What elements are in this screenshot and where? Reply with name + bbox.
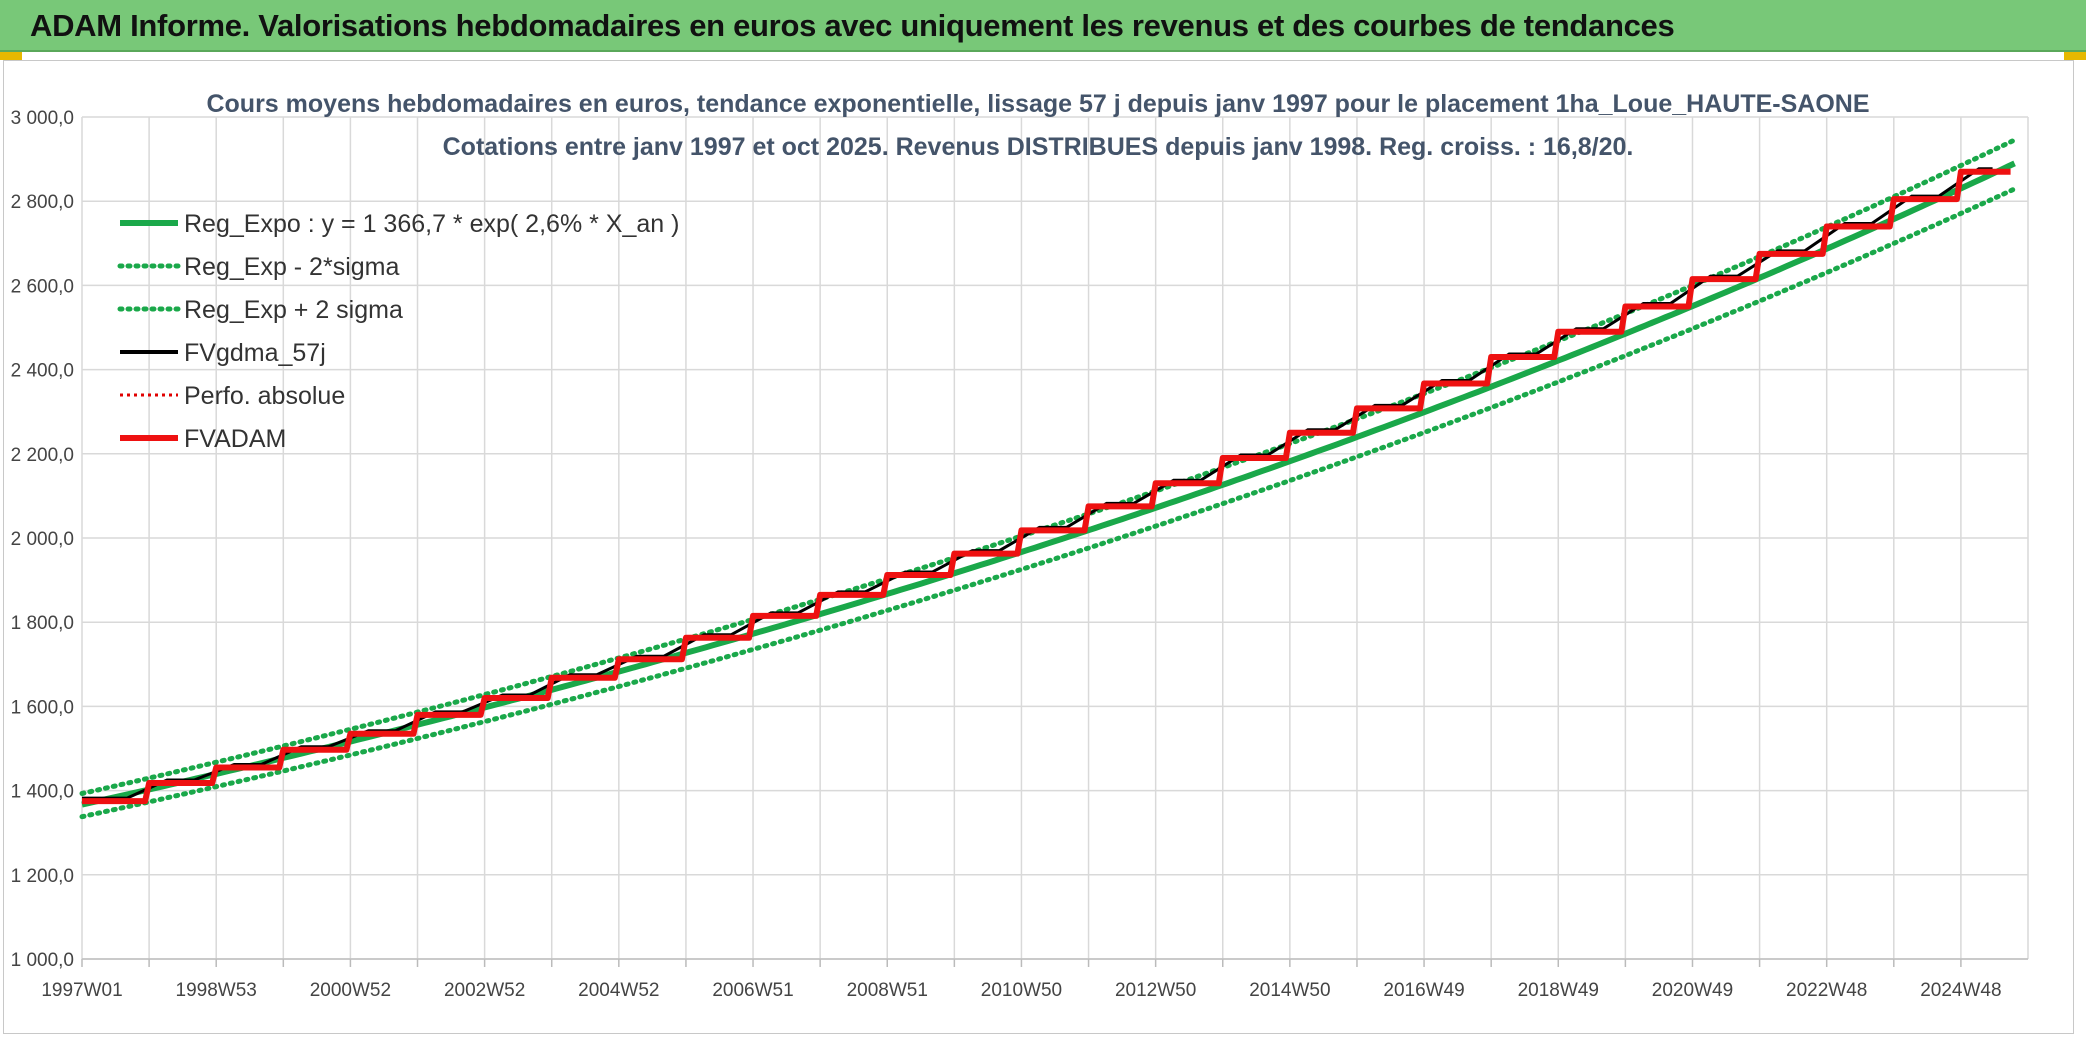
- x-tick-label: 2000W52: [310, 980, 391, 1001]
- y-tick-label: 1 000,0: [11, 950, 74, 971]
- banner-title: ADAM Informe. Valorisations hebdomadaire…: [30, 8, 1675, 43]
- y-tick-label: 1 400,0: [11, 782, 74, 803]
- y-tick-label: 2 000,0: [11, 529, 74, 550]
- series-lines: [79, 137, 2018, 820]
- legend-label: Reg_Exp + 2 sigma: [184, 296, 403, 324]
- x-tick-label: 2008W51: [847, 980, 928, 1001]
- y-tick-label: 1 800,0: [11, 613, 74, 634]
- legend-label: Reg_Expo : y = 1 366,7 * exp( 2,6% * X_a…: [184, 210, 679, 238]
- reg-exp-plus-2sigma-line: [79, 137, 2018, 796]
- y-tick-label: 2 200,0: [11, 445, 74, 466]
- chart-frame: [3, 60, 2074, 1034]
- y-tick-label: 2 400,0: [11, 361, 74, 382]
- x-tick-label: 2024W48: [1920, 980, 2001, 1001]
- x-tick-label: 2002W52: [444, 980, 525, 1001]
- legend-label: FVADAM: [184, 425, 286, 453]
- x-axis-ticks: 1997W01 1998W53 2000W52 2002W52 2004W52 2006W…: [41, 980, 2001, 1001]
- fvadam-line: [82, 168, 2011, 805]
- legend: Reg_Expo : y = 1 366,7 * exp( 2,6% * X_a…: [117, 210, 679, 453]
- legend-label: Perfo. absolue: [184, 382, 345, 410]
- corner-accent-left: [0, 52, 22, 60]
- y-tick-label: 3 000,0: [11, 108, 74, 129]
- x-tick-label: 2014W50: [1249, 980, 1330, 1001]
- corner-accent-right: [2064, 52, 2086, 60]
- legend-label: Reg_Exp - 2*sigma: [184, 253, 399, 281]
- y-tick-label: 1 600,0: [11, 697, 74, 718]
- x-tick-label: 2016W49: [1383, 980, 1464, 1001]
- chart-title: Cours moyens hebdomadaires en euros, ten…: [206, 90, 1869, 161]
- x-tick-label: 2004W52: [578, 980, 659, 1001]
- chart-title-line-1: Cours moyens hebdomadaires en euros, ten…: [206, 90, 1869, 118]
- x-tick-label: 2010W50: [981, 980, 1062, 1001]
- y-tick-label: 2 800,0: [11, 192, 74, 213]
- x-tick-label: 2012W50: [1115, 980, 1196, 1001]
- legend-label: FVgdma_57j: [184, 339, 326, 367]
- x-tick-label: 2022W48: [1786, 980, 1867, 1001]
- x-tick-label: 1998W53: [176, 980, 257, 1001]
- x-tick-label: 1997W01: [41, 980, 122, 1001]
- chart-title-line-2: Cotations entre janv 1997 et oct 2025. R…: [443, 133, 1634, 161]
- y-tick-label: 1 200,0: [11, 866, 74, 887]
- y-tick-label: 2 600,0: [11, 276, 74, 297]
- reg-exp-minus-2sigma-line: [79, 186, 2018, 820]
- x-tick-label: 2006W51: [712, 980, 793, 1001]
- y-axis-ticks: 1 000,0 1 200,0 1 400,0 1 600,0 1 800,0 2 000…: [11, 108, 74, 971]
- x-tick-label: 2020W49: [1652, 980, 1733, 1001]
- header-banner: ADAM Informe. Valorisations hebdomadaire…: [0, 0, 2086, 52]
- x-tick-label: 2018W49: [1518, 980, 1599, 1001]
